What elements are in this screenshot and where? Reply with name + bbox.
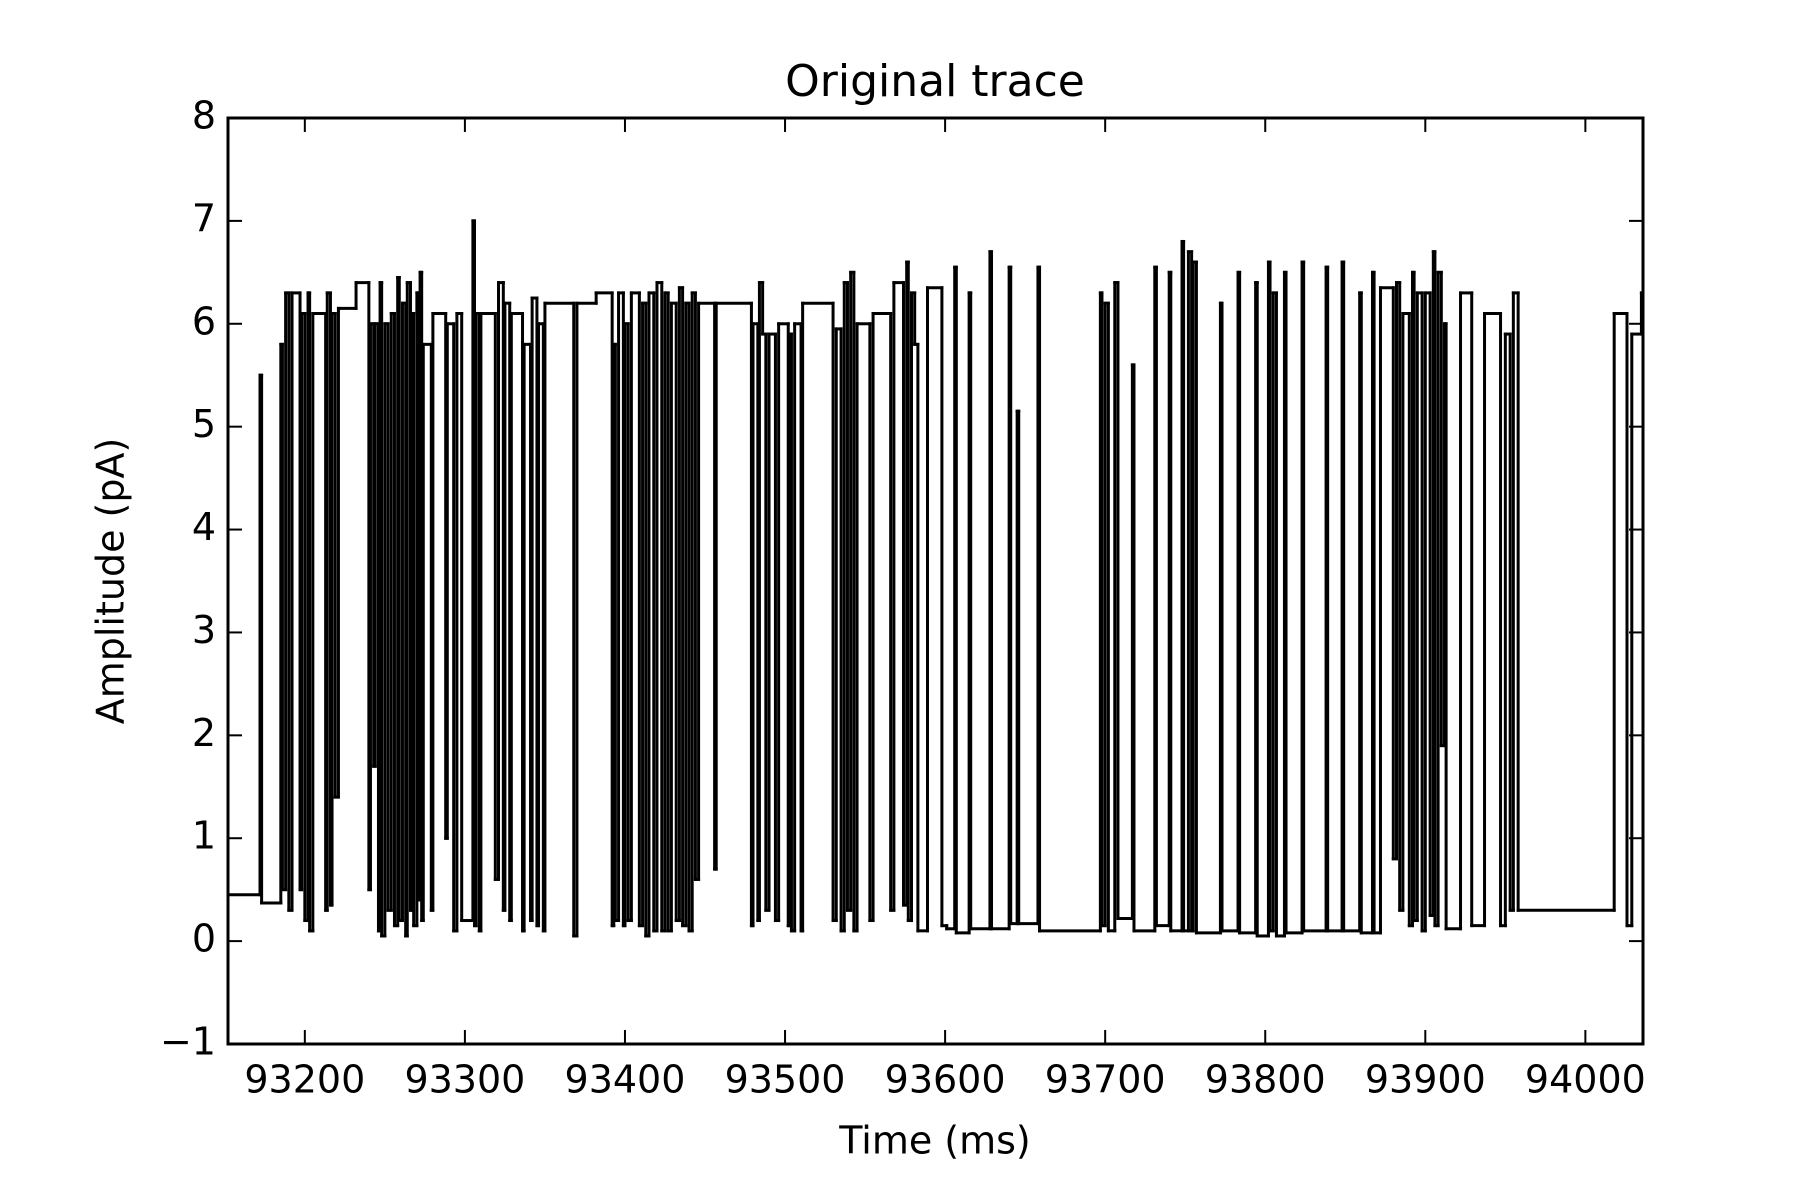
y-tick-label: 2	[192, 711, 216, 755]
trace	[228, 219, 1643, 938]
y-tick-label: 5	[192, 402, 216, 446]
x-tick-label: 93300	[404, 1058, 525, 1102]
plot-frame	[226, 116, 1645, 1046]
x-tick-label: 93700	[1045, 1058, 1166, 1102]
y-axis-label: Amplitude (pA)	[89, 438, 133, 725]
y-tick-label: 7	[192, 196, 216, 240]
x-tick-label: 93200	[244, 1058, 365, 1102]
y-tick-label: 4	[192, 505, 216, 549]
y-tick-label: 6	[192, 299, 216, 343]
x-tick-label: 93800	[1205, 1058, 1326, 1102]
y-tick-label: −1	[160, 1020, 216, 1064]
y-tick-label: 3	[192, 608, 216, 652]
chart-title: Original trace	[785, 56, 1085, 107]
x-tick-label: 93400	[565, 1058, 686, 1102]
y-tick-label: 8	[192, 94, 216, 138]
x-tick-label: 94000	[1525, 1058, 1646, 1102]
y-tick-label: 1	[192, 814, 216, 858]
x-tick-label: 93900	[1365, 1058, 1486, 1102]
y-tick-label: 0	[192, 917, 216, 961]
x-tick-label: 93500	[725, 1058, 846, 1102]
x-axis-label: Time (ms)	[838, 1119, 1031, 1163]
x-tick-label: 93600	[885, 1058, 1006, 1102]
